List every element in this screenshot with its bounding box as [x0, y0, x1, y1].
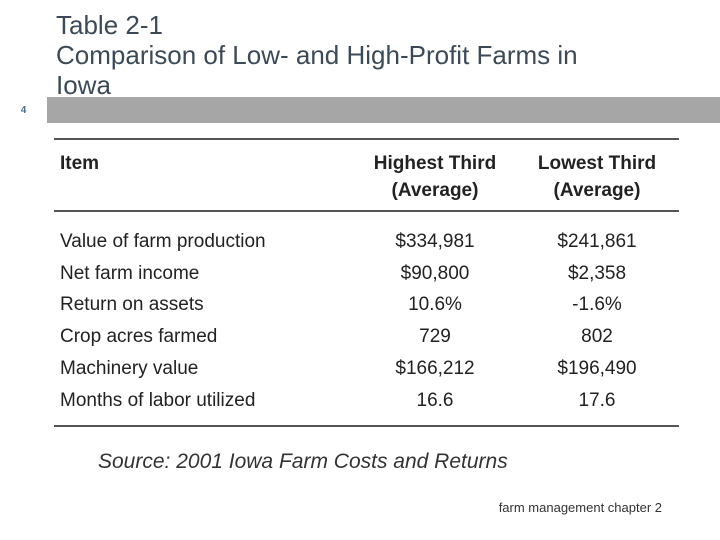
row-lowest: 802 — [581, 326, 613, 348]
table-row: Value of farm production $334,981 $241,8… — [54, 226, 679, 258]
row-item: Machinery value — [60, 358, 199, 380]
title-line-2: Comparison of Low- and High-Profit Farms… — [56, 40, 578, 70]
row-item: Value of farm production — [60, 230, 266, 252]
title-line-1: Table 2-1 — [56, 10, 163, 40]
table-body: Value of farm production $334,981 $241,8… — [54, 212, 679, 425]
source-note: Source: 2001 Iowa Farm Costs and Returns — [98, 450, 508, 473]
header-lowest-line-1: Lowest Third — [537, 153, 657, 174]
row-lowest: -1.6% — [572, 294, 622, 316]
table-row: Machinery value $166,212 $196,490 — [54, 353, 679, 385]
table-header: Item Highest Third (Average) Lowest Thir… — [54, 140, 679, 212]
row-lowest: $196,490 — [557, 358, 637, 380]
slide-number: 4 — [0, 97, 47, 123]
header-highest-third: Highest Third (Average) — [354, 140, 516, 210]
footer-text: farm management chapter 2 — [498, 500, 662, 515]
header-lowest-line-2: (Average) — [553, 180, 641, 201]
title-line-3: Iowa — [56, 70, 111, 100]
row-lowest: $2,358 — [567, 262, 627, 284]
header-lowest-third: Lowest Third (Average) — [516, 140, 678, 210]
row-highest: $166,212 — [395, 358, 475, 380]
row-highest: $334,981 — [395, 230, 475, 252]
row-lowest: $241,861 — [557, 230, 637, 252]
row-item: Crop acres farmed — [60, 326, 218, 348]
table-row: Net farm income $90,800 $2,358 — [54, 258, 679, 290]
comparison-table: Item Highest Third (Average) Lowest Thir… — [54, 138, 679, 427]
header-highest-line-2: (Average) — [391, 180, 479, 201]
title-accent-bar — [47, 97, 720, 123]
table-row: Return on assets 10.6% -1.6% — [54, 290, 679, 322]
row-item: Return on assets — [60, 294, 204, 316]
row-highest: 16.6 — [416, 389, 454, 411]
row-highest: $90,800 — [400, 262, 470, 284]
row-item: Months of labor utilized — [60, 389, 256, 411]
header-item: Item — [60, 153, 100, 174]
slide-title: Table 2-1 Comparison of Low- and High-Pr… — [56, 10, 578, 100]
row-highest: 10.6% — [408, 294, 462, 316]
table-row: Months of labor utilized 16.6 17.6 — [54, 385, 679, 417]
row-highest: 729 — [419, 326, 451, 348]
row-lowest: 17.6 — [578, 389, 616, 411]
row-item: Net farm income — [60, 262, 200, 284]
header-highest-line-1: Highest Third — [373, 153, 497, 174]
table-row: Crop acres farmed 729 802 — [54, 321, 679, 353]
